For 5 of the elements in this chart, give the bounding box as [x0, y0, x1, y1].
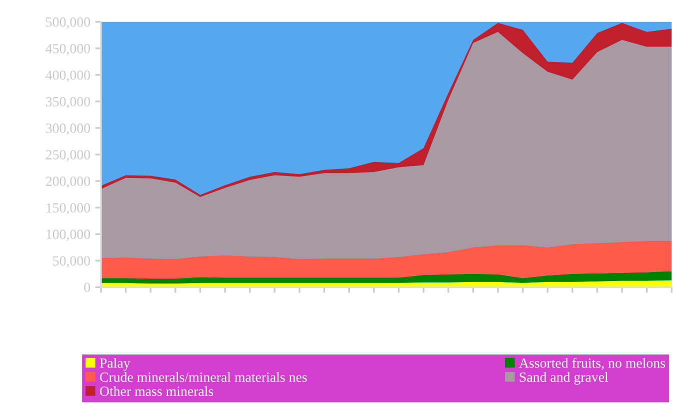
- legend-label: Assorted fruits, no melons: [519, 358, 666, 370]
- legend-label: Sand and gravel: [520, 372, 608, 385]
- legend-label: Crude minerals/mineral materials nes: [100, 372, 307, 382]
- legend-label: Other mass minerals: [100, 386, 214, 396]
- legend-label: Palay: [100, 358, 130, 371]
